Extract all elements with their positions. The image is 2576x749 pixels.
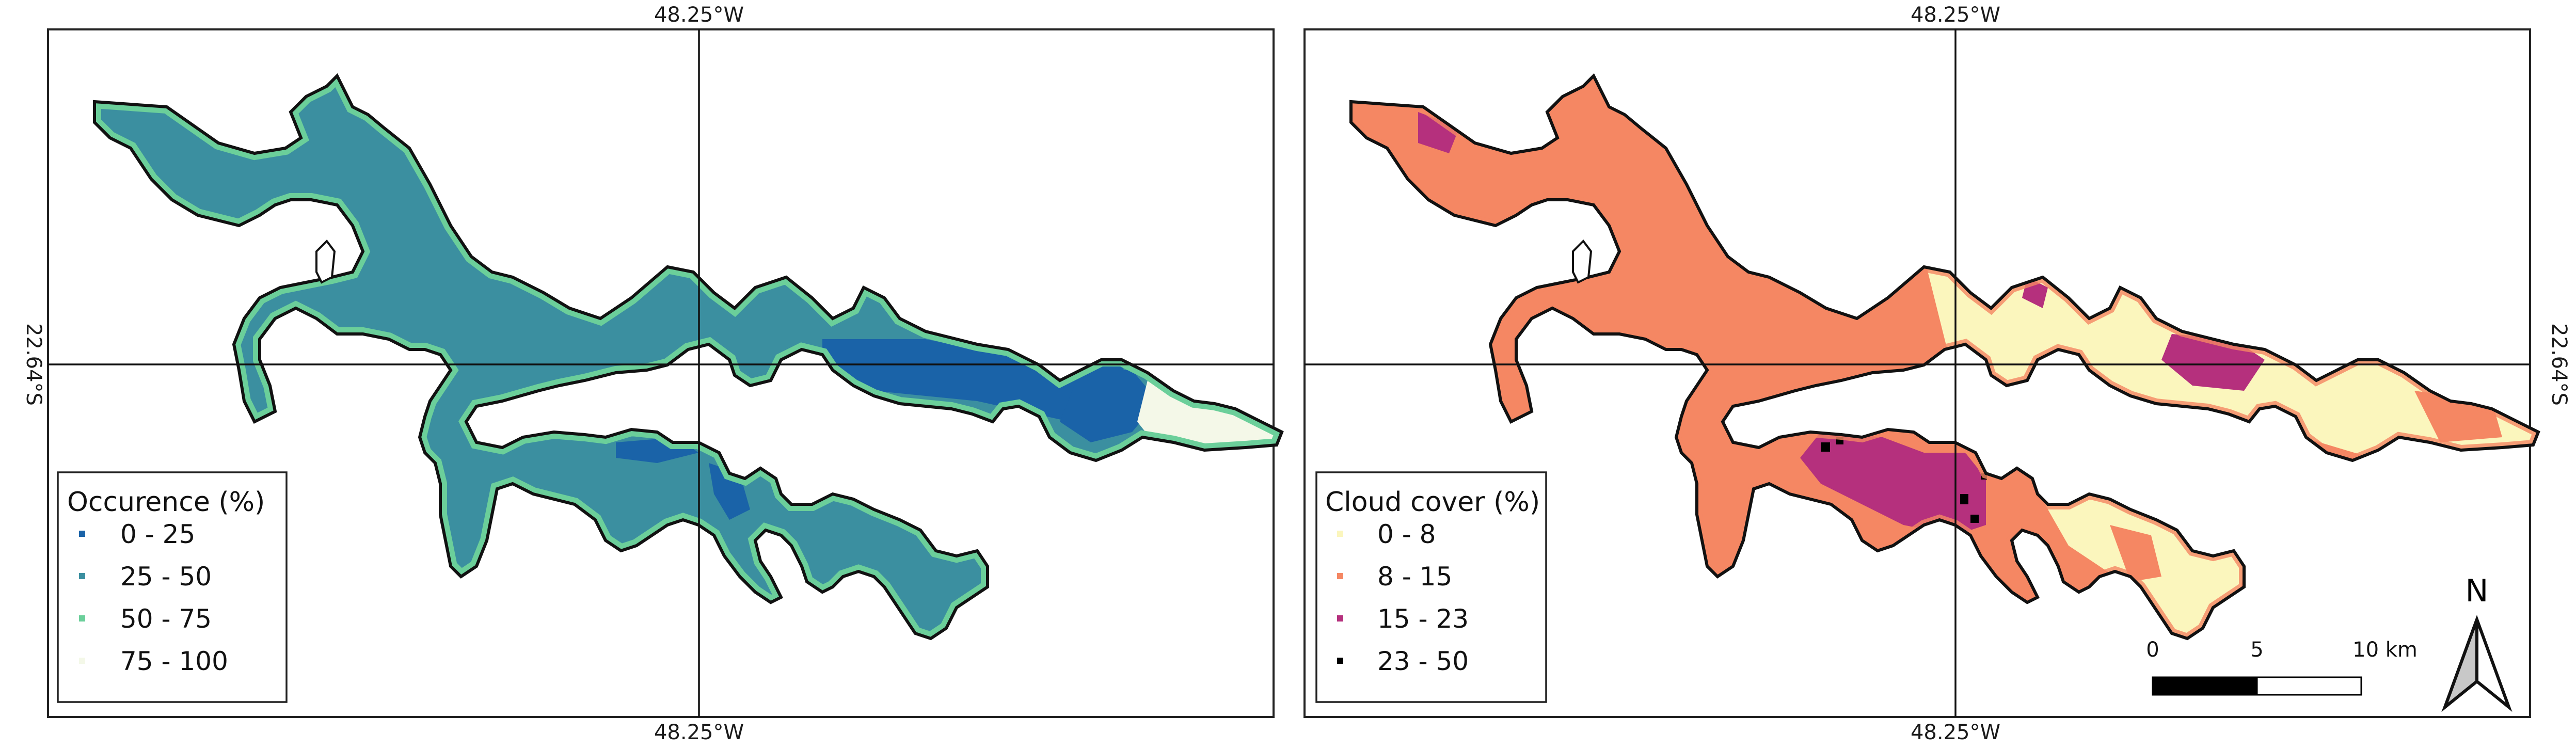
scale-label-5: 5: [2250, 638, 2263, 662]
legend-swatch: [79, 531, 85, 537]
legend-swatch: [1337, 531, 1343, 537]
top-longitude-label: 48.25°W: [1911, 3, 2000, 27]
legend-item-label: 23 - 50: [1377, 646, 1469, 676]
cloud-cover-legend: Cloud cover (%) 0 - 8 8 - 15 15 - 23 23 …: [1315, 471, 1547, 703]
legend-swatch: [79, 573, 85, 579]
occurrence-legend: Occurence (%) 0 - 25 25 - 50 50 - 75 75 …: [57, 471, 288, 703]
legend-item-label: 75 - 100: [120, 646, 228, 676]
legend-item-label: 25 - 50: [120, 562, 212, 592]
scale-label-10: 10 km: [2352, 638, 2418, 662]
north-arrow: N: [2441, 573, 2513, 712]
north-arrow-label: N: [2466, 573, 2489, 609]
legend-item-label: 50 - 75: [120, 604, 212, 634]
legend-swatch: [1337, 658, 1343, 664]
scale-label-0: 0: [2146, 638, 2159, 662]
top-longitude-label: 48.25°W: [654, 3, 744, 27]
legend-swatch: [79, 615, 85, 621]
latitude-label: 22.64°S: [22, 323, 45, 406]
reservoir-occurrence: [94, 76, 1282, 639]
legend-swatch: [79, 658, 85, 664]
north-arrow-icon: [2441, 615, 2513, 712]
legend-item-label: 0 - 25: [120, 519, 195, 549]
legend-title: Occurence (%): [67, 487, 265, 518]
occurrence-map: 48.25°W 48.25°W 22.64°S Occurence (%) 0 …: [22, 3, 1282, 744]
cloud-cover-map: 48.25°W 48.25°W 22.64°S Cloud cover (%) …: [1303, 3, 2571, 744]
legend-item-label: 8 - 15: [1377, 562, 1452, 592]
legend-item-label: 15 - 23: [1377, 604, 1469, 634]
legend-swatch: [1337, 615, 1343, 621]
bottom-longitude-label: 48.25°W: [654, 721, 744, 744]
latitude-label: 22.64°S: [2547, 323, 2571, 406]
scale-bar: 0 5 10 km: [2146, 638, 2418, 696]
legend-swatch: [1337, 573, 1343, 579]
legend-item-label: 0 - 8: [1377, 519, 1436, 549]
bottom-longitude-label: 48.25°W: [1911, 721, 2000, 744]
legend-title: Cloud cover (%): [1325, 487, 1540, 518]
